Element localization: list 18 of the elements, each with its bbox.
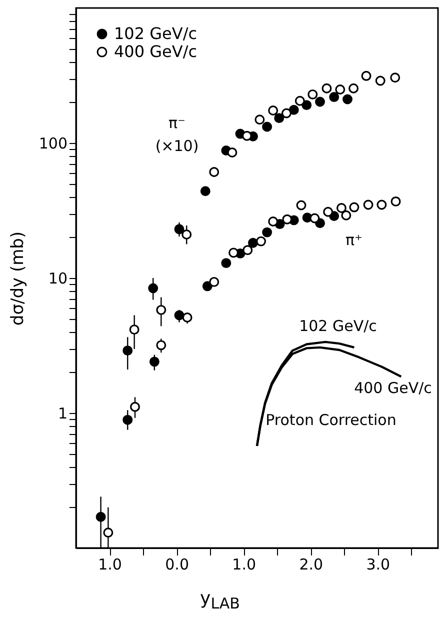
y-tick-label: 100 xyxy=(38,134,68,152)
x-tick-label: 2.0 xyxy=(299,556,324,574)
annotation: 102 GeV/c xyxy=(299,317,377,335)
annotation: π⁻ xyxy=(168,114,186,132)
x-tick-label: 1.0 xyxy=(98,556,122,574)
x-tick-label: 1.0 xyxy=(232,556,256,574)
x-tick-label: 0.0 xyxy=(165,556,189,574)
annotation: (×10) xyxy=(155,137,199,155)
annotation: 400 GeV/c xyxy=(354,379,432,397)
x-tick-label: 3.0 xyxy=(366,556,390,574)
y-tick-label: 1 xyxy=(58,404,68,422)
annotation: Proton Correction xyxy=(266,411,396,429)
legend-label: 400 GeV/c xyxy=(114,42,197,61)
y-tick-label: 10 xyxy=(48,270,68,288)
annotation: π⁺ xyxy=(346,231,362,249)
legend-label: 102 GeV/c xyxy=(114,24,197,43)
x-axis-title: y$_{LAB}$ xyxy=(199,588,241,613)
y-axis-title: dσ/dy (mb) xyxy=(8,231,28,326)
